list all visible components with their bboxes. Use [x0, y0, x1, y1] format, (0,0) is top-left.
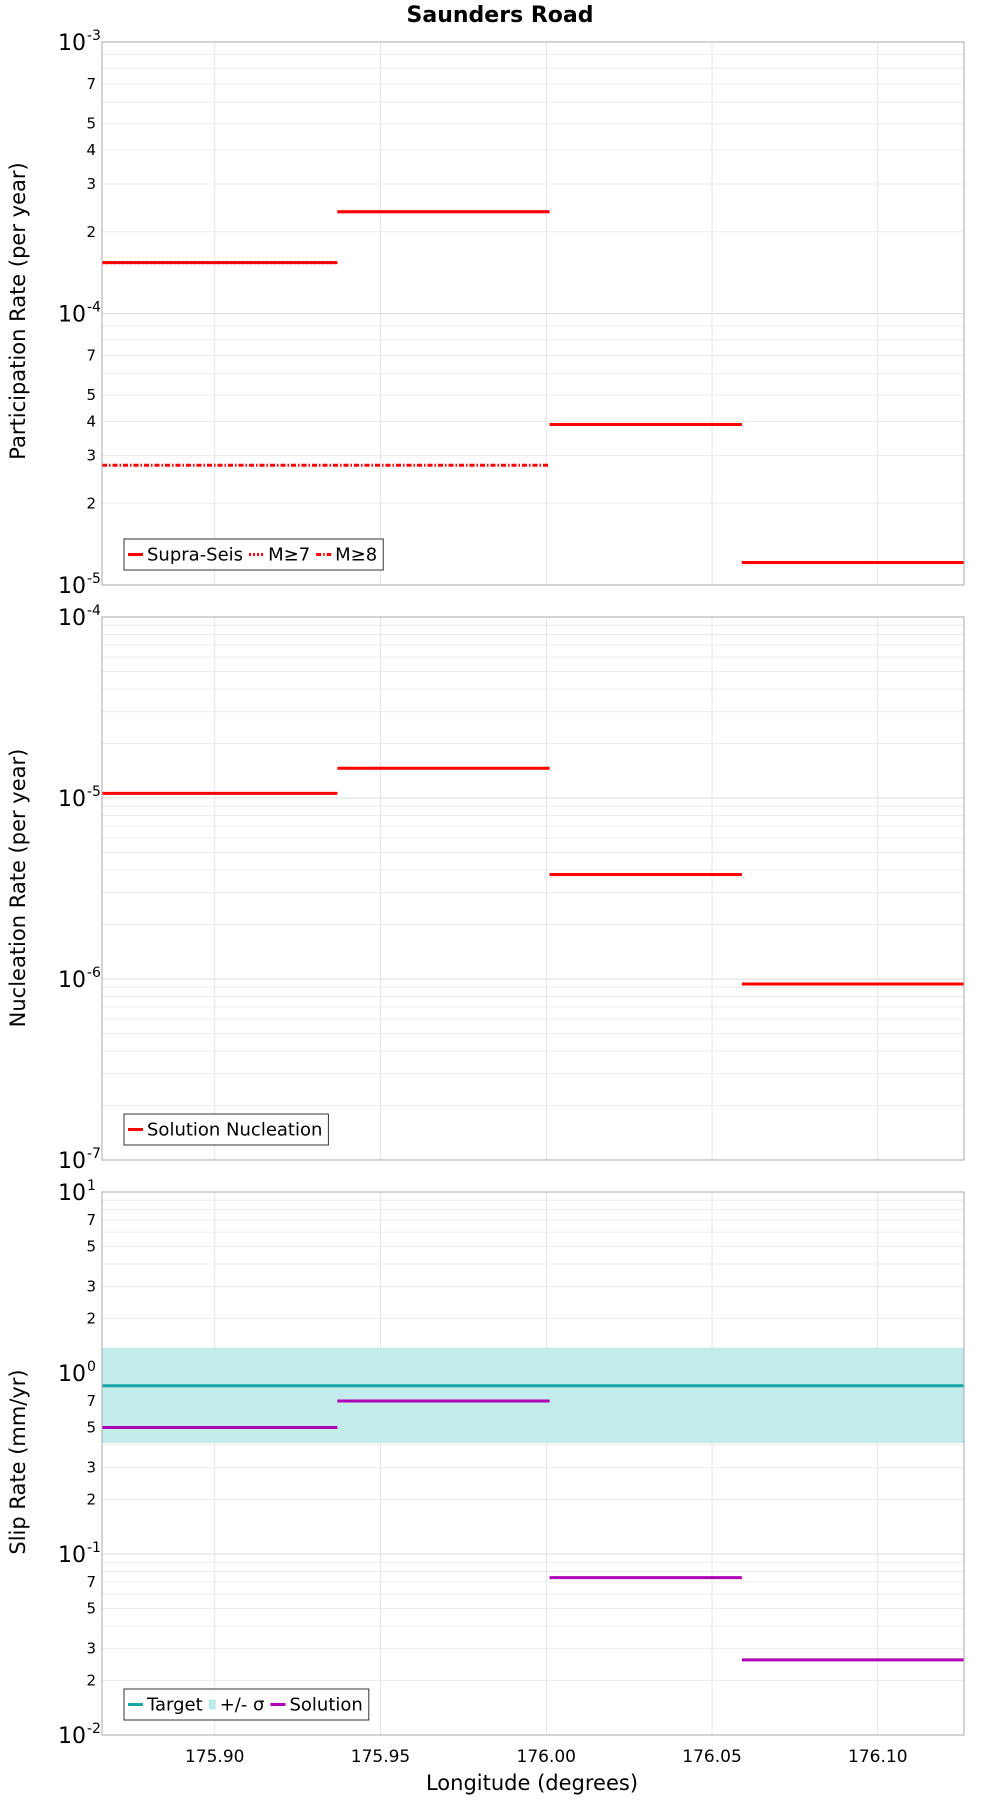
plot-area: [102, 1192, 964, 1735]
y-minor-tick-label: 5: [86, 1599, 96, 1617]
legend-frame: [123, 1688, 370, 1721]
y-minor-tick-label: 5: [86, 386, 96, 404]
legend-label: M≥8: [335, 545, 377, 566]
x-tick-label: 175.95: [351, 1747, 410, 1767]
x-tick-label: 176.00: [517, 1747, 576, 1767]
y-axis-label-nucleation: Nucleation Rate (per year): [6, 749, 30, 1028]
y-tick-label: 10: [58, 1181, 86, 1206]
legend-label: +/- σ: [220, 1695, 265, 1716]
x-tick-label: 176.10: [848, 1747, 907, 1767]
y-tick-label: 10: [58, 31, 86, 56]
legend-label: Solution Nucleation: [147, 1120, 322, 1141]
y-tick-exponent: -1: [87, 1540, 101, 1556]
y-tick-exponent: -2: [87, 1721, 101, 1737]
y-tick-exponent: -3: [87, 28, 101, 44]
plot-frame: [101, 616, 965, 1161]
y-minor-tick-label: 3: [86, 1459, 96, 1477]
y-minor-tick-label: 7: [86, 1392, 96, 1410]
y-tick-exponent: -4: [87, 300, 101, 316]
y-axis-label-participation: Participation Rate (per year): [6, 162, 30, 459]
y-tick-exponent: 1: [87, 1178, 96, 1194]
x-tick-label: 175.90: [185, 1747, 244, 1767]
chart-title: Saunders Road: [407, 3, 594, 28]
y-tick-label: 10: [58, 574, 86, 599]
y-tick-label: 10: [58, 1149, 86, 1174]
plot-frame: [101, 1191, 965, 1736]
y-minor-tick-label: 3: [86, 175, 96, 193]
y-tick-label: 10: [58, 606, 86, 631]
y-minor-tick-label: 2: [86, 1672, 96, 1690]
y-tick-label: 10: [58, 303, 86, 328]
y-axis-label-slip-rate: Slip Rate (mm/yr): [6, 1369, 30, 1554]
y-tick-label: 10: [58, 787, 86, 812]
y-minor-tick-label: 5: [86, 115, 96, 133]
y-tick-exponent: -6: [87, 965, 101, 981]
y-minor-tick-label: 2: [86, 223, 96, 241]
legend-label: M≥7: [268, 545, 310, 566]
y-minor-tick-label: 2: [86, 1310, 96, 1328]
y-tick-exponent: -5: [87, 571, 101, 587]
y-tick-label: 10: [58, 1362, 86, 1387]
y-tick-exponent: -7: [87, 1146, 101, 1162]
y-minor-tick-label: 3: [86, 1278, 96, 1296]
legend-label: Supra-Seis: [147, 545, 243, 566]
y-tick-exponent: -4: [87, 603, 101, 619]
legend: Supra-Seis M≥7 M≥8: [123, 538, 384, 571]
y-minor-tick-label: 2: [86, 494, 96, 512]
legend-swatch: [208, 1699, 216, 1710]
y-minor-tick-label: 4: [86, 141, 96, 159]
y-tick-label: 10: [58, 968, 86, 993]
y-tick-exponent: 0: [87, 1359, 96, 1375]
legend-frame: [123, 1113, 329, 1146]
x-axis-label: Longitude (degrees): [426, 1771, 638, 1795]
legend: Target +/- σ Solution: [123, 1688, 370, 1721]
y-minor-tick-label: 3: [86, 1640, 96, 1658]
y-minor-tick-label: 5: [86, 1418, 96, 1436]
y-minor-tick-label: 2: [86, 1491, 96, 1509]
y-tick-exponent: -5: [87, 784, 101, 800]
y-tick-label: 10: [58, 1543, 86, 1568]
y-minor-tick-label: 7: [86, 75, 96, 93]
x-tick-label: 176.05: [682, 1747, 741, 1767]
y-minor-tick-label: 7: [86, 347, 96, 365]
y-minor-tick-label: 7: [86, 1211, 96, 1229]
y-minor-tick-label: 5: [86, 1237, 96, 1255]
plot-frame: [101, 41, 965, 586]
y-tick-label: 10: [58, 1724, 86, 1749]
y-minor-tick-label: 7: [86, 1573, 96, 1591]
legend-label: Target: [146, 1695, 203, 1716]
y-minor-tick-label: 3: [86, 446, 96, 464]
plot-area: [102, 617, 964, 1160]
y-minor-tick-label: 4: [86, 413, 96, 431]
legend: Solution Nucleation: [123, 1113, 329, 1146]
legend-label: Solution: [289, 1695, 362, 1716]
